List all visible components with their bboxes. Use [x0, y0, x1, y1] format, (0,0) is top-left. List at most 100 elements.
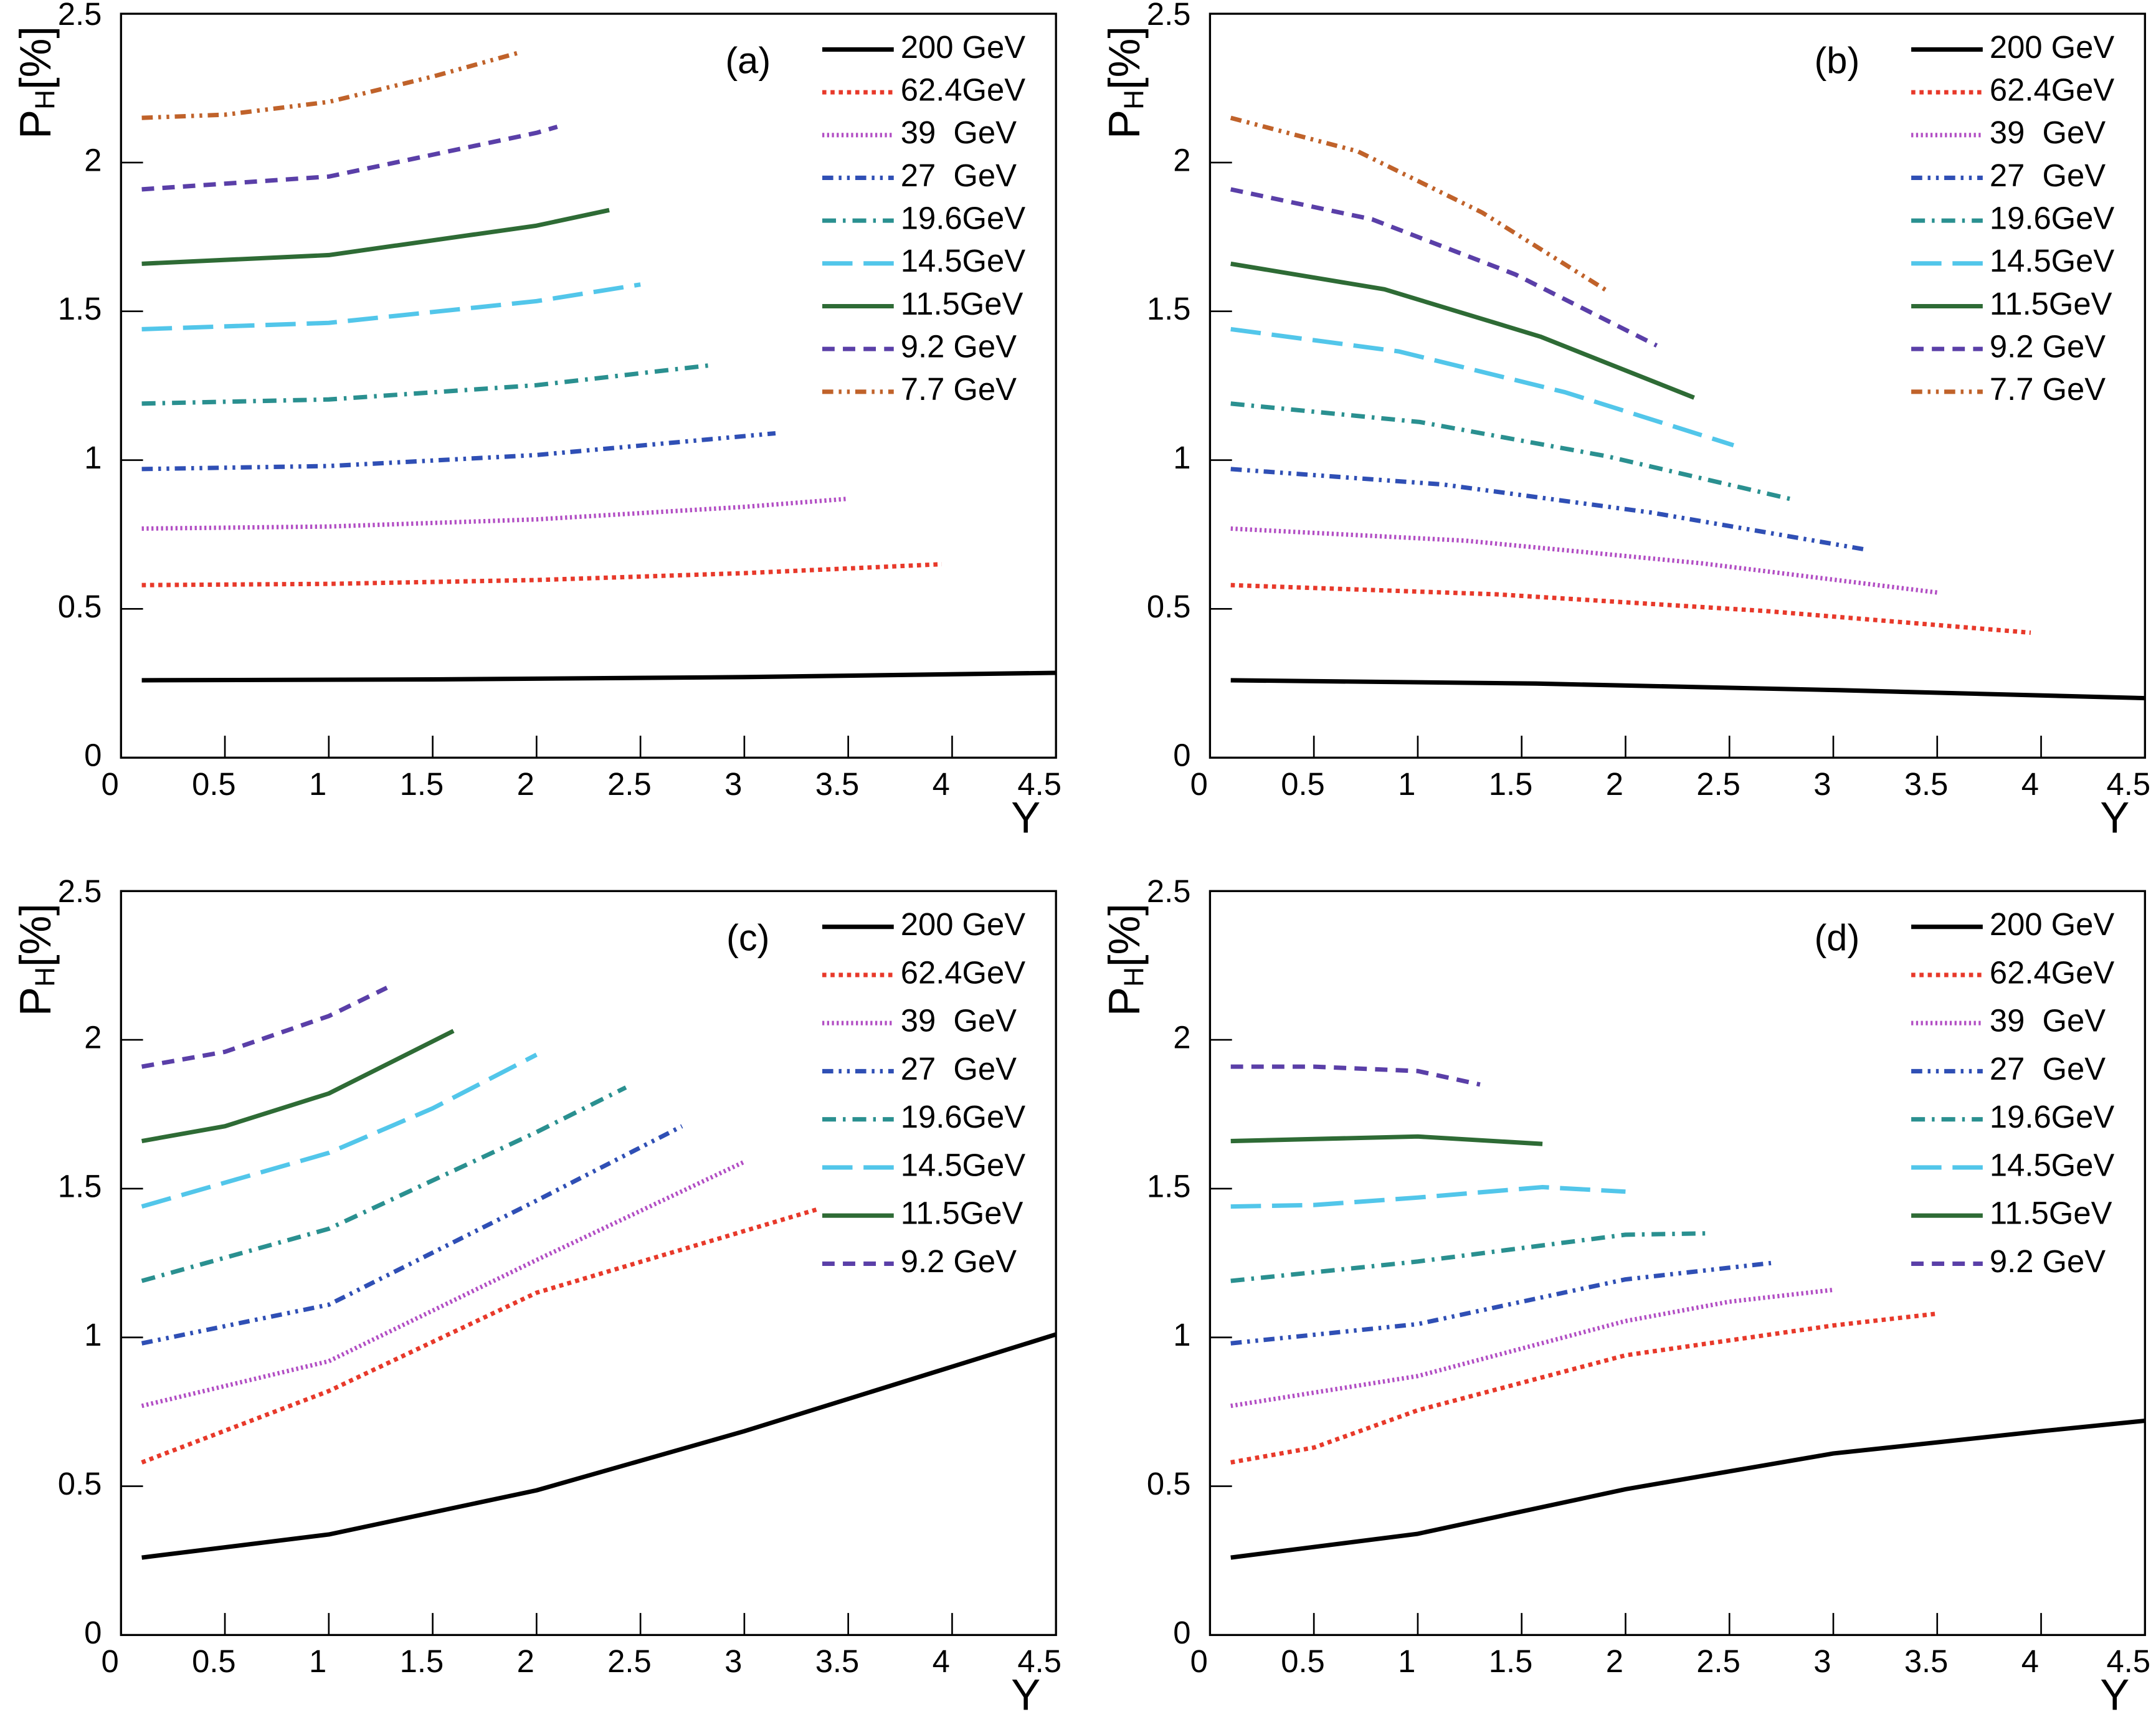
y-tick-label: 0: [84, 738, 102, 773]
x-tick-label: 2.5: [1696, 1643, 1740, 1679]
legend-label: 11.5GeV: [901, 1196, 1023, 1231]
x-tick-label: 3.5: [1904, 1643, 1949, 1679]
data-line: [141, 125, 558, 192]
x-tick-label: 3: [724, 766, 742, 802]
x-tick-label: 0.5: [1281, 766, 1325, 802]
data-line: [141, 497, 848, 531]
x-tick-label: 1: [309, 1643, 326, 1679]
legend-label: 19.6GeV: [1990, 1099, 2114, 1134]
plot-frame: [120, 890, 1057, 1637]
legend-label: 39 GeV: [901, 115, 1017, 150]
x-axis-label: Y: [2100, 792, 2129, 842]
x-tick-label: 0.5: [1281, 1643, 1325, 1679]
data-line: [1230, 1418, 2145, 1560]
y-tick-label: 2: [1173, 142, 1190, 178]
x-tick-label: 4: [2021, 766, 2039, 802]
x-tick-label: 4.5: [1017, 766, 1061, 802]
y-tick-label: 1.5: [58, 1168, 102, 1204]
y-axis-label-part: H: [30, 967, 60, 987]
x-tick-label: 2: [1606, 1643, 1623, 1679]
x-tick-label: 0: [1190, 1643, 1208, 1679]
data-line: [1230, 678, 2145, 701]
x-tick-label: 1: [1398, 1643, 1415, 1679]
data-line: [1230, 1064, 1481, 1087]
data-line: [141, 50, 521, 120]
x-tick-label: 3.5: [815, 1643, 860, 1679]
data-line: [141, 986, 388, 1069]
x-tick-label: 4.5: [2107, 766, 2151, 802]
y-axis-label: PH[%]: [10, 903, 60, 1016]
legend-label: 9.2 GeV: [1990, 329, 2106, 364]
legend-label: 14.5GeV: [901, 243, 1025, 278]
y-tick-label: 2: [1173, 1020, 1190, 1055]
x-tick-label: 0.5: [192, 766, 236, 802]
panel: 0 0.5 1 1.5 2 2.5 0 0.5 1 1.5 2 2.5 3 3.5 4 4.5Y PH[%] (b…: [1099, 0, 2150, 842]
x-axis-label: Y: [1011, 792, 1040, 842]
y-axis-label: PH[%]: [1099, 903, 1149, 1016]
data-line: [141, 363, 714, 406]
data-line: [141, 1085, 627, 1283]
y-tick-label: 0.5: [1147, 589, 1191, 624]
y-tick-label: 1.5: [58, 291, 102, 326]
x-tick-label: 4: [2021, 1643, 2039, 1679]
data-line: [1230, 1287, 1834, 1409]
y-tick-label: 1: [84, 1317, 102, 1353]
data-line: [1230, 467, 1865, 552]
legend-label: 14.5GeV: [901, 1147, 1025, 1182]
y-axis-label-part: H: [1119, 90, 1149, 110]
legend-label: 39 GeV: [901, 1003, 1017, 1039]
legend-label: 27 GeV: [901, 1051, 1017, 1087]
legend-label: 7.7 GeV: [901, 371, 1017, 407]
panel: 0 0.5 1 1.5 2 2.5 0 0.5 1 1.5 2 2.5 3 3.5 4 4.5Y PH[%] (a…: [10, 0, 1061, 842]
legend-label: 27 GeV: [901, 158, 1017, 193]
legend-label: 11.5GeV: [1990, 1196, 2112, 1231]
y-tick-label: 2.5: [1147, 0, 1191, 32]
data-line: [1230, 401, 1797, 503]
x-tick-label: 1.5: [400, 766, 444, 802]
legend-label: 7.7 GeV: [1990, 371, 2106, 407]
legend-label: 200 GeV: [1990, 906, 2114, 942]
panel: 0 0.5 1 1.5 2 2.5 0 0.5 1 1.5 2 2.5 3 3.5 4 4.5Y PH[%] (c…: [10, 873, 1061, 1712]
y-tick-label: 1: [1173, 1317, 1190, 1353]
legend-label: 62.4GeV: [901, 954, 1025, 990]
legend-label: 9.2 GeV: [901, 1244, 1017, 1279]
panel-annotation: (d): [1814, 916, 1859, 958]
x-tick-label: 0: [1190, 766, 1208, 802]
y-tick-label: 1: [1173, 440, 1190, 475]
data-line: [1230, 583, 2031, 635]
y-axis-label: PH[%]: [1099, 26, 1149, 139]
data-line: [1230, 1231, 1709, 1283]
data-line: [141, 430, 776, 472]
plot-frame: [1209, 890, 2146, 1637]
y-tick-label: 1: [84, 440, 102, 475]
x-tick-label: 3: [724, 1643, 742, 1679]
x-tick-label: 3: [1813, 1643, 1831, 1679]
data-line: [1230, 526, 1938, 595]
data-line: [1230, 187, 1658, 348]
plot-frame: [120, 12, 1057, 759]
data-line: [1230, 1260, 1772, 1346]
y-axis-label: PH[%]: [10, 26, 60, 139]
panel-annotation: (a): [725, 39, 771, 81]
x-tick-label: 1.5: [400, 1643, 444, 1679]
data-line: [141, 1332, 1057, 1560]
y-tick-label: 2: [84, 142, 102, 178]
x-tick-label: 2.5: [1696, 766, 1740, 802]
x-tick-label: 4.5: [1017, 1643, 1061, 1679]
y-tick-label: 0: [1173, 738, 1190, 773]
data-line: [1230, 1184, 1626, 1209]
data-line: [1230, 1311, 1938, 1465]
x-tick-label: 2.5: [607, 1643, 652, 1679]
data-line: [141, 1029, 455, 1144]
y-tick-label: 0: [1173, 1615, 1190, 1650]
legend-label: 19.6GeV: [901, 1099, 1025, 1134]
x-tick-label: 2: [1606, 766, 1623, 802]
legend-label: 9.2 GeV: [1990, 1244, 2106, 1279]
y-tick-label: 1.5: [1147, 1168, 1191, 1204]
y-axis-label-part: [%]: [10, 903, 59, 967]
x-tick-label: 3: [1813, 766, 1831, 802]
y-axis-label-part: H: [1119, 967, 1149, 987]
x-tick-label: 4: [933, 766, 950, 802]
